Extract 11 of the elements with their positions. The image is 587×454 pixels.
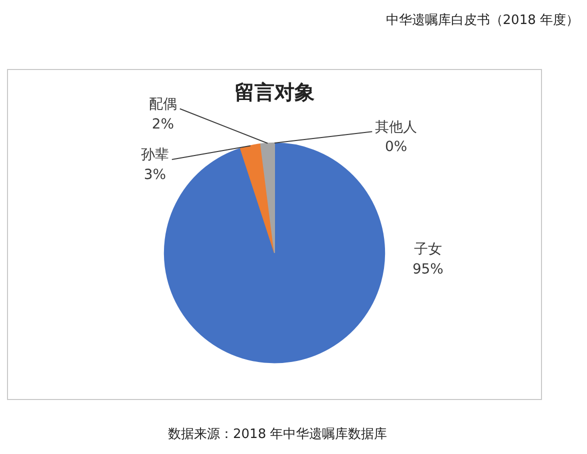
- data-label: 95%: [412, 261, 444, 278]
- source-note: 数据来源：2018 年中华遗嘱库数据库: [168, 427, 388, 443]
- chart-title: 留言对象: [234, 81, 315, 104]
- category-label: 其他人: [375, 119, 418, 136]
- data-label: 2%: [152, 116, 174, 132]
- slice-label: 孙辈: [140, 147, 169, 164]
- data-label: 3%: [144, 166, 166, 183]
- text: 中华遗嘱库白皮书（2018 年度）: [386, 13, 579, 29]
- slice-label: 配偶: [148, 96, 177, 112]
- slice-label: 子女: [414, 242, 442, 258]
- text: 0%: [384, 139, 408, 156]
